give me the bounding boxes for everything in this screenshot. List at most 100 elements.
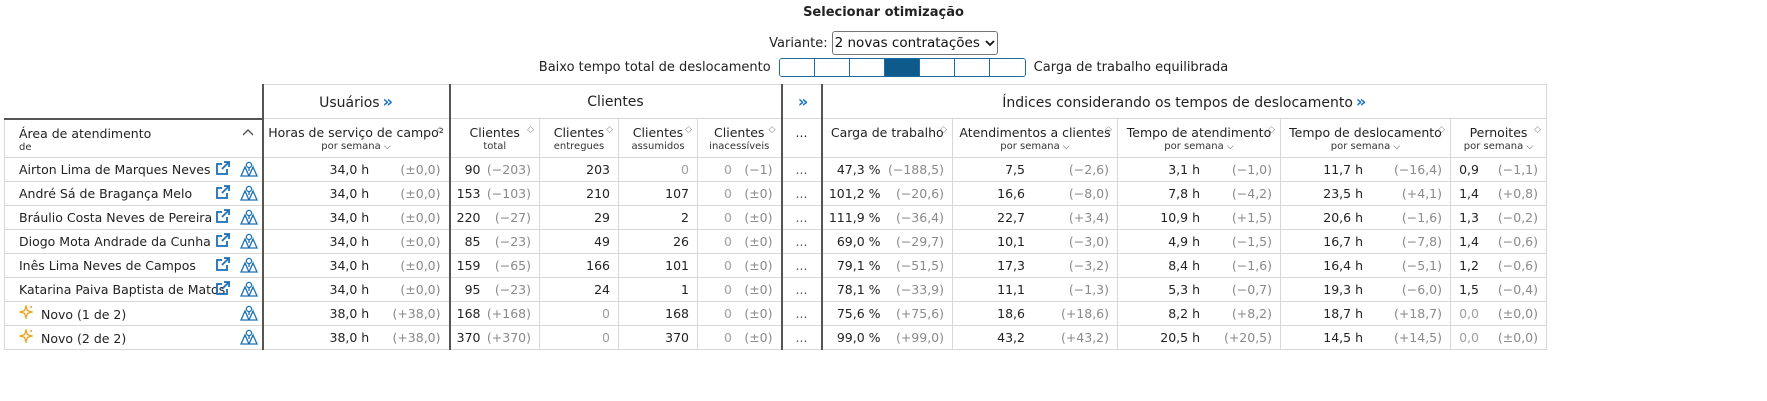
area-name: Bráulio Costa Neves de Pereira bbox=[19, 210, 213, 225]
sort-icon[interactable]: ◇ bbox=[1105, 125, 1112, 135]
col-clientes-assumidos[interactable]: Clientes assumidos ◇ bbox=[618, 118, 698, 158]
col-clientes-entregues[interactable]: Clientes entregues ◇ bbox=[539, 118, 619, 158]
col-clientes-total[interactable]: Clientes total ◇ bbox=[448, 118, 540, 158]
col-horas-sub[interactable]: por semana ⌵ bbox=[321, 141, 391, 152]
inacessiveis-cell: 0 (±0) bbox=[697, 277, 782, 302]
slider-segment[interactable] bbox=[779, 59, 815, 76]
col-pernoites[interactable]: Pernoites por semana ⌵ ◇ bbox=[1450, 118, 1547, 158]
expand-indices-button[interactable]: » bbox=[1355, 92, 1367, 111]
table-row[interactable]: Novo (1 de 2) 38,0 h (+38,0) 168 (+168) 0 168 0… bbox=[4, 301, 1547, 326]
sort-icon[interactable]: ◇ bbox=[436, 125, 444, 135]
col-area[interactable]: Área de atendimento de bbox=[4, 118, 263, 158]
col-horas[interactable]: Horas de serviço de campo² por semana ⌵ … bbox=[261, 118, 450, 158]
results-table: Usuários» Clientes » Índices considerand… bbox=[4, 84, 1547, 350]
more-cell: ... bbox=[780, 277, 822, 302]
table-row[interactable]: Airton Lima de Marques Neves 34,0 h (±0,0)… bbox=[4, 157, 1547, 182]
slider-segment[interactable] bbox=[849, 59, 885, 76]
table-row[interactable]: André Sá de Bragança Melo 34,0 h (±0,0) 153… bbox=[4, 181, 1547, 206]
tempo-deslocamento-cell: 16,7 h (−7,8) bbox=[1280, 229, 1451, 254]
atendimentos-value: 16,6 bbox=[997, 186, 1025, 201]
external-link-icon[interactable] bbox=[215, 161, 232, 177]
tempo-atendimento-cell: 8,4 h (−1,6) bbox=[1117, 253, 1281, 278]
map-icon[interactable] bbox=[239, 209, 258, 225]
sort-icon[interactable]: ◇ bbox=[1268, 125, 1275, 135]
sort-icon[interactable]: ◇ bbox=[1534, 125, 1541, 135]
optimization-slider[interactable] bbox=[778, 58, 1026, 77]
col-more-label: ... bbox=[795, 125, 808, 140]
entregues-cell: 49 bbox=[539, 229, 619, 254]
sparkle-icon bbox=[17, 303, 35, 323]
total-delta: (−23) bbox=[494, 282, 531, 297]
total-delta: (+370) bbox=[486, 330, 531, 345]
total-delta: (−203) bbox=[486, 162, 531, 177]
variant-select[interactable]: 2 novas contratações bbox=[831, 31, 998, 55]
col-tempo-atendimento-sub[interactable]: por semana ⌵ bbox=[1164, 141, 1234, 152]
expand-usuarios-button[interactable]: » bbox=[382, 92, 393, 111]
slider-segment[interactable] bbox=[954, 59, 990, 76]
external-link-icon[interactable] bbox=[215, 257, 232, 273]
pernoites-value: 1,3 bbox=[1459, 210, 1479, 225]
table-row[interactable]: Inês Lima Neves de Campos 34,0 h (±0,0) 159… bbox=[4, 253, 1547, 278]
table-row[interactable]: Bráulio Costa Neves de Pereira 34,0 h (±0,… bbox=[4, 205, 1547, 230]
area-name-cell[interactable]: Airton Lima de Marques Neves bbox=[4, 157, 263, 182]
pernoites-delta: (−0,2) bbox=[1497, 210, 1538, 225]
horas-cell: 34,0 h (±0,0) bbox=[261, 229, 450, 254]
tempo-atendimento-value: 7,8 h bbox=[1168, 186, 1200, 201]
sort-icon[interactable]: ◇ bbox=[685, 125, 692, 135]
area-name-cell[interactable]: Bráulio Costa Neves de Pereira bbox=[4, 205, 263, 230]
col-pernoites-sub[interactable]: por semana ⌵ bbox=[1463, 141, 1534, 152]
sort-icon[interactable]: ◇ bbox=[527, 125, 534, 135]
col-atendimentos-sub[interactable]: por semana ⌵ bbox=[1000, 141, 1070, 152]
slider-segment[interactable] bbox=[884, 59, 920, 76]
chevron-down-icon: ⌵ bbox=[1062, 142, 1070, 152]
sort-icon[interactable]: ◇ bbox=[768, 125, 776, 135]
col-tempo-deslocamento-sub[interactable]: por semana ⌵ bbox=[1330, 141, 1401, 152]
map-icon[interactable] bbox=[239, 233, 258, 249]
pernoites-value: 0,9 bbox=[1459, 162, 1479, 177]
external-link-icon[interactable] bbox=[215, 281, 232, 297]
col-tempo-atendimento[interactable]: Tempo de atendimento por semana ⌵ ◇ bbox=[1117, 118, 1281, 158]
slider-right-label: Carga de trabalho equilibrada bbox=[1033, 60, 1229, 75]
sort-up-icon[interactable] bbox=[242, 128, 254, 136]
map-icon[interactable] bbox=[239, 185, 258, 201]
external-link-icon[interactable] bbox=[215, 233, 232, 249]
table-row[interactable]: Diogo Mota Andrade da Cunha 34,0 h (±0,0) 8… bbox=[4, 229, 1547, 254]
external-link-icon[interactable] bbox=[215, 209, 232, 225]
area-name-cell[interactable]: Katarina Paiva Baptista de Matos bbox=[4, 277, 263, 302]
table-row[interactable]: Katarina Paiva Baptista de Matos 34,0 h (±… bbox=[4, 277, 1547, 302]
area-name-cell[interactable]: Diogo Mota Andrade da Cunha bbox=[4, 229, 263, 254]
map-icon[interactable] bbox=[239, 305, 258, 321]
map-icon[interactable] bbox=[239, 329, 258, 345]
slider-segment[interactable] bbox=[919, 59, 955, 76]
horas-value: 38,0 h bbox=[329, 330, 370, 345]
area-name-cell[interactable]: André Sá de Bragança Melo bbox=[4, 181, 263, 206]
area-name-cell[interactable]: Novo (1 de 2) bbox=[4, 301, 263, 326]
table-row[interactable]: Novo (2 de 2) 38,0 h (+38,0) 370 (+370) 0 370 0… bbox=[4, 325, 1547, 350]
tempo-deslocamento-delta: (−5,1) bbox=[1401, 258, 1442, 273]
sort-icon[interactable]: ◇ bbox=[606, 125, 613, 135]
area-name-cell[interactable]: Inês Lima Neves de Campos bbox=[4, 253, 263, 278]
tempo-atendimento-value: 10,9 h bbox=[1160, 210, 1200, 225]
chevron-down-icon: ⌵ bbox=[383, 142, 391, 152]
map-icon[interactable] bbox=[239, 161, 258, 177]
map-icon[interactable] bbox=[239, 281, 258, 297]
entregues-cell: 203 bbox=[539, 157, 619, 182]
atendimentos-delta: (−8,0) bbox=[1068, 186, 1109, 201]
carga-value: 99,0 % bbox=[836, 330, 881, 345]
col-carga-label: Carga de trabalho bbox=[830, 125, 944, 140]
atendimentos-delta: (+43,2) bbox=[1060, 330, 1109, 345]
group-indices-label: Índices considerando os tempos de desloc… bbox=[1002, 95, 1353, 111]
col-clientes-inacessiveis[interactable]: Clientes inacessíveis ◇ bbox=[697, 118, 782, 158]
sort-icon[interactable]: ◇ bbox=[940, 125, 947, 135]
slider-segment[interactable] bbox=[814, 59, 850, 76]
col-tempo-deslocamento[interactable]: Tempo de deslocamento por semana ⌵ ◇ bbox=[1280, 118, 1451, 158]
expand-more-button[interactable]: » bbox=[797, 92, 809, 111]
external-link-icon[interactable] bbox=[215, 185, 232, 201]
sort-icon[interactable]: ◇ bbox=[1438, 125, 1445, 135]
map-icon[interactable] bbox=[239, 257, 258, 273]
col-atendimentos[interactable]: Atendimentos a clientes por semana ⌵ ◇ bbox=[952, 118, 1118, 158]
area-name: Inês Lima Neves de Campos bbox=[19, 258, 196, 273]
slider-segment[interactable] bbox=[989, 59, 1025, 76]
area-name-cell[interactable]: Novo (2 de 2) bbox=[4, 325, 263, 350]
col-carga[interactable]: Carga de trabalho ◇ bbox=[820, 118, 953, 158]
